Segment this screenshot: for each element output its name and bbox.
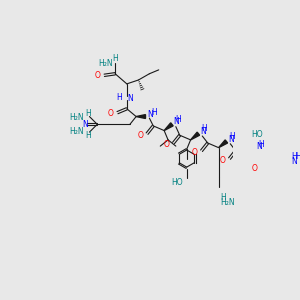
Text: N: N — [200, 127, 206, 136]
Text: O: O — [252, 164, 257, 173]
Text: H: H — [230, 132, 236, 141]
Text: O: O — [192, 148, 198, 157]
Text: H₂N: H₂N — [98, 59, 113, 68]
Text: N: N — [228, 135, 234, 144]
Text: HO: HO — [251, 130, 263, 139]
Text: HO: HO — [171, 178, 183, 187]
Text: H: H — [112, 54, 118, 63]
Text: H: H — [85, 131, 91, 140]
Text: H: H — [202, 124, 208, 134]
Text: N: N — [291, 157, 297, 166]
Polygon shape — [190, 132, 200, 140]
Text: H₂N: H₂N — [69, 127, 84, 136]
Polygon shape — [164, 123, 173, 130]
Text: H₂N: H₂N — [220, 198, 235, 207]
Text: O: O — [164, 140, 169, 149]
Text: H: H — [152, 108, 158, 117]
Text: N: N — [82, 120, 88, 129]
Text: H: H — [291, 152, 297, 161]
Text: H: H — [258, 140, 263, 149]
Text: O: O — [220, 156, 226, 165]
Text: H: H — [175, 115, 181, 124]
Text: O: O — [137, 131, 143, 140]
Text: N: N — [173, 118, 179, 127]
Text: N: N — [128, 94, 133, 103]
Text: H: H — [296, 152, 300, 161]
Polygon shape — [136, 115, 146, 119]
Polygon shape — [219, 140, 228, 148]
Text: O: O — [108, 109, 114, 118]
Text: H: H — [220, 193, 226, 202]
Text: O: O — [94, 71, 100, 80]
Text: N: N — [147, 110, 153, 119]
Text: H₂N: H₂N — [69, 113, 84, 122]
Text: H: H — [85, 109, 91, 118]
Polygon shape — [247, 148, 256, 155]
Text: N: N — [256, 142, 262, 152]
Text: H: H — [116, 93, 122, 102]
